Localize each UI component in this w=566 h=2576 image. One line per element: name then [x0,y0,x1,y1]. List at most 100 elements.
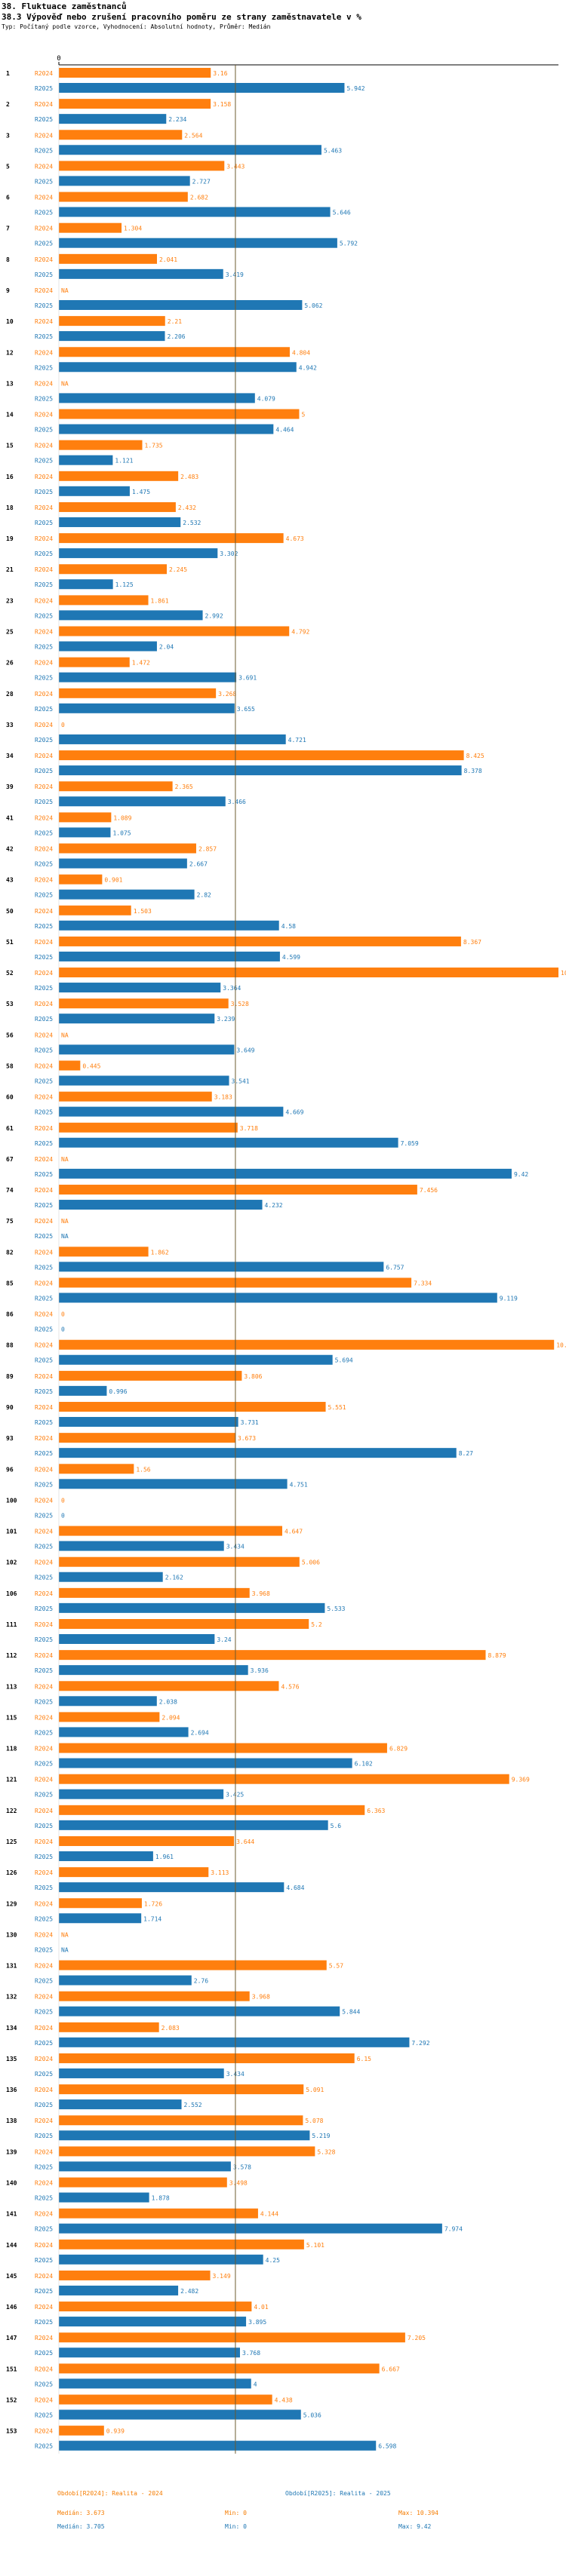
bar-2024 [59,968,558,978]
series-label-2025: R2025 [35,2133,53,2139]
bar-2024 [59,2115,303,2126]
bar-2025 [59,486,130,496]
company-id-label: 67 [6,1156,14,1163]
value-label-2025: 2.694 [191,1729,209,1736]
value-label-2025: 4.751 [290,1481,308,1488]
value-label-2024: 5.078 [305,2118,323,2124]
series-label-2025: R2025 [35,1761,53,1768]
company-id-label: 113 [6,1683,17,1690]
bar-2024 [59,874,103,885]
value-label-2025: NA [61,1233,69,1240]
value-label-2024: 4.647 [285,1529,303,1535]
page-title: 38. Fluktuace zaměstnanců [2,2,127,11]
series-label-2025: R2025 [35,1140,53,1147]
value-label-2025: 3.24 [217,1636,231,1643]
value-label-2024: 2.041 [159,256,177,263]
company-id-label: 8 [6,256,10,263]
value-label-2025: 5.036 [303,2412,321,2419]
bar-2024 [59,1433,235,1443]
bar-2024 [59,2239,304,2249]
bar-2024 [59,1991,250,2001]
company-id-label: 43 [6,877,14,884]
series-label-2024: R2024 [35,287,53,294]
series-label-2025: R2025 [35,1419,53,1426]
series-label-2025: R2025 [35,892,53,899]
company-id-label: 25 [6,629,14,636]
value-label-2024: 2.21 [168,318,182,325]
company-id-label: 42 [6,846,14,853]
bar-2025 [59,1044,235,1055]
value-label-2025: 9.42 [514,1171,528,1178]
series-label-2024: R2024 [35,691,53,698]
bar-2024 [59,192,188,202]
bar-2025 [59,951,280,961]
bar-2024 [59,2022,159,2032]
series-label-2025: R2025 [35,1946,53,1953]
company-id-label: 106 [6,1590,17,1597]
series-label-2024: R2024 [35,1435,53,1442]
company-id-label: 111 [6,1621,17,1628]
bar-2025 [59,1789,224,1799]
bar-2025 [59,889,195,900]
bar-2025 [59,176,190,186]
bar-2025 [59,1014,215,1024]
bar-2024 [59,1650,486,1661]
company-id-label: 60 [6,1094,14,1101]
value-label-2025: 4.58 [281,923,296,930]
bar-2024 [59,2053,355,2063]
value-label-2024: 3.673 [238,1435,256,1442]
bar-2025 [59,424,274,434]
bar-2025 [59,1572,163,1582]
company-id-label: 13 [6,380,14,387]
value-label-2024: 2.483 [180,474,198,480]
series-label-2024: R2024 [35,163,53,170]
series-label-2024: R2024 [35,566,53,573]
series-label-2025: R2025 [35,737,53,744]
series-label-2024: R2024 [35,2397,53,2404]
series-label-2025: R2025 [35,2226,53,2233]
series-label-2024: R2024 [35,939,53,946]
bar-2024 [59,347,290,357]
bar-2024 [59,595,149,606]
company-id-label: 130 [6,1931,17,1938]
value-label-2024: 1.304 [124,225,142,232]
bar-2025 [59,1106,284,1117]
bar-2025 [59,2068,224,2078]
series-label-2024: R2024 [35,1777,53,1783]
series-label-2024: R2024 [35,443,53,449]
company-id-label: 140 [6,2180,17,2187]
value-label-2024: 8.425 [466,753,484,759]
series-label-2024: R2024 [35,1900,53,1907]
bar-2025 [59,2099,182,2110]
series-label-2025: R2025 [35,1636,53,1643]
series-label-2024: R2024 [35,1218,53,1225]
company-id-label: 144 [6,2242,17,2249]
value-label-2025: 7.974 [444,2226,463,2233]
value-label-2025: 1.714 [143,1915,161,1922]
bar-2024 [59,1464,134,1474]
bar-2024 [59,2302,252,2312]
value-label-2024: 5 [301,412,305,419]
value-label-2025: 2.552 [184,2102,202,2108]
value-label-2024: 5.006 [302,1559,320,1566]
company-id-label: 16 [6,474,14,480]
series-label-2024: R2024 [35,846,53,853]
value-label-2024: 8.367 [463,939,481,946]
series-label-2024: R2024 [35,2366,53,2372]
bar-2024 [59,1587,250,1598]
value-label-2024: NA [61,380,69,387]
value-label-2024: 2.682 [190,195,208,201]
bar-2025 [59,2317,247,2327]
series-label-2025: R2025 [35,2164,53,2170]
series-label-2025: R2025 [35,1978,53,1985]
series-label-2025: R2025 [35,520,53,526]
bar-2024 [59,2208,258,2219]
value-label-2024: NA [61,1218,69,1225]
company-id-label: 21 [6,566,14,573]
company-id-label: 39 [6,784,14,790]
series-label-2025: R2025 [35,333,53,340]
series-label-2024: R2024 [35,1125,53,1132]
bar-2025 [59,1634,215,1644]
company-id-label: 146 [6,2304,17,2311]
